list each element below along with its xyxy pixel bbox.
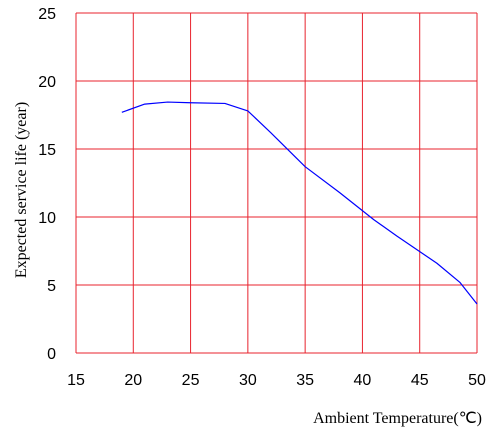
y-tick-label-3: 15 (38, 142, 56, 159)
y-tick-label-2: 10 (38, 210, 56, 227)
x-tick-label-4: 35 (296, 372, 314, 389)
x-tick-label-1: 20 (124, 372, 142, 389)
y-tick-labels: 0 5 10 15 20 25 (38, 6, 56, 363)
y-axis-title: Expected service life (year) (13, 102, 30, 278)
series-layer (121, 101, 478, 305)
x-tick-label-2: 25 (182, 372, 200, 389)
y-tick-label-5: 25 (38, 6, 56, 23)
x-tick-label-7: 50 (468, 372, 486, 389)
y-tick-label-1: 5 (47, 278, 56, 295)
x-tick-labels: 15 20 25 30 35 40 45 50 (67, 372, 486, 389)
series-line-0 (121, 101, 478, 305)
x-tick-label-3: 30 (239, 372, 257, 389)
x-tick-label-0: 15 (67, 372, 85, 389)
y-tick-label-0: 0 (47, 346, 56, 363)
x-tick-label-5: 40 (354, 372, 372, 389)
grid (75, 12, 478, 354)
x-tick-label-6: 45 (411, 372, 429, 389)
y-tick-label-4: 20 (38, 74, 56, 91)
x-axis-title: Ambient Temperature(℃) (313, 410, 482, 427)
